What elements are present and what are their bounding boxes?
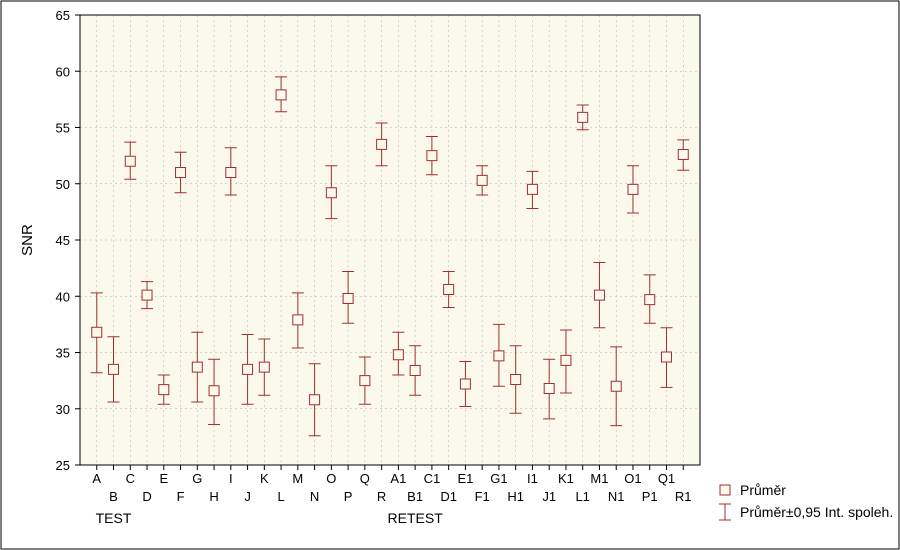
x-tick-label: I1 [527,471,538,486]
mean-marker [142,290,152,300]
x-tick-label: E [159,471,168,486]
x-tick-label: E1 [457,471,473,486]
x-tick-label: A1 [390,471,406,486]
mean-marker [393,350,403,360]
mean-marker [410,366,420,376]
x-tick-label: Q1 [658,471,675,486]
y-tick-label: 40 [56,289,70,304]
x-tick-label: D [142,489,151,504]
x-tick-label: R [377,489,386,504]
x-tick-label: N1 [608,489,625,504]
y-tick-label: 60 [56,64,70,79]
mean-marker [427,151,437,161]
x-tick-label: C [126,471,135,486]
x-tick-label: K [260,471,269,486]
x-tick-label: J1 [542,489,556,504]
mean-marker [578,112,588,122]
x-tick-label: B [109,489,118,504]
x-tick-label: B1 [407,489,423,504]
mean-marker [192,362,202,372]
mean-marker [293,315,303,325]
mean-marker [444,285,454,295]
x-tick-label: P1 [642,489,658,504]
x-tick-label: R1 [675,489,692,504]
mean-marker [209,386,219,396]
mean-marker [678,150,688,160]
x-tick-label: L [277,489,284,504]
mean-marker [360,376,370,386]
mean-marker [628,184,638,194]
mean-marker [594,290,604,300]
scatter-chart: 25 30 35 40 45 50 55 60 65 ABCDEFGHIJKLMNOPQR A1B1… [0,0,900,550]
x-tick-label: D1 [440,489,457,504]
legend-label: Průměr±0,95 Int. spoleh. [740,504,893,520]
x-tick-label: F1 [475,489,490,504]
x-tick-label: A [92,471,101,486]
x-tick-label: F [177,489,185,504]
mean-marker [460,379,470,389]
mean-marker [226,168,236,178]
legend-label: Průměr [740,482,786,498]
mean-marker [326,188,336,198]
x-tick-label: K1 [558,471,574,486]
mean-marker [243,364,253,374]
x-tick-label: O [326,471,336,486]
mean-marker [377,139,387,149]
x-tick-label: J [244,489,251,504]
x-tick-label: L1 [575,489,589,504]
y-tick-label: 65 [56,8,70,23]
mean-marker [544,384,554,394]
y-tick-label: 30 [56,402,70,417]
x-tick-label: G1 [490,471,507,486]
y-tick-label: 55 [56,121,70,136]
mean-marker [176,168,186,178]
mean-marker [159,385,169,395]
x-tick-label: M1 [590,471,608,486]
x-tick-label: M [292,471,303,486]
mean-marker [527,184,537,194]
legend-marker-icon [720,485,730,495]
y-tick-label: 25 [56,458,70,473]
mean-marker [276,90,286,100]
mean-marker [310,395,320,405]
x-tick-label: Q [360,471,370,486]
mean-marker [645,295,655,305]
y-tick-label: 45 [56,233,70,248]
x-tick-label: H [209,489,218,504]
mean-marker [511,375,521,385]
x-tick-label: C1 [424,471,441,486]
mean-marker [477,175,487,185]
x-tick-label: I [229,471,233,486]
mean-marker [125,156,135,166]
y-tick-label: 35 [56,346,70,361]
x-tick-label: P [344,489,353,504]
x-tick-label: H1 [507,489,524,504]
y-tick-label: 50 [56,177,70,192]
mean-marker [109,364,119,374]
section-label: TEST [96,510,132,526]
mean-marker [561,355,571,365]
y-axis-label: SNR [19,224,36,256]
mean-marker [343,294,353,304]
mean-marker [611,381,621,391]
mean-marker [494,351,504,361]
x-tick-label: G [192,471,202,486]
mean-marker [661,352,671,362]
mean-marker [259,362,269,372]
x-tick-label: O1 [624,471,641,486]
section-label: RETEST [388,510,444,526]
x-tick-label: N [310,489,319,504]
chart-container: 25 30 35 40 45 50 55 60 65 ABCDEFGHIJKLMNOPQR A1B1… [0,0,900,550]
mean-marker [92,327,102,337]
